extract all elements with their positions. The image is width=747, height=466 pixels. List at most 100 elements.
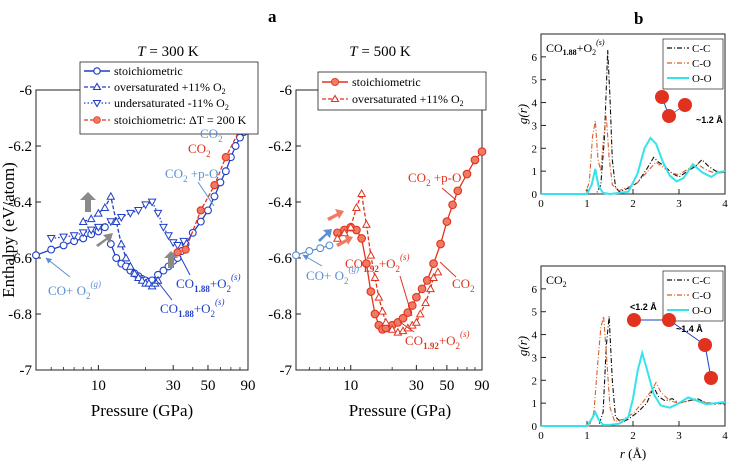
legend-box: [317, 71, 487, 111]
annotation-arrow: [153, 276, 173, 301]
legend-label: oversaturated +11% O2: [352, 92, 464, 108]
series-line: [541, 136, 726, 196]
x-tick-label: 50: [439, 378, 454, 394]
y-tick-label: 1: [532, 398, 538, 410]
data-point: [429, 272, 439, 281]
y-tick-label: 4: [532, 98, 538, 110]
legend-label: C-O: [692, 290, 711, 302]
data-point: [93, 223, 103, 232]
y-tick-label: -6.6: [268, 251, 292, 267]
data-point: [332, 233, 342, 242]
y-tick-label: -6: [280, 83, 293, 99]
legend-label: O-O: [692, 73, 712, 85]
data-point: [47, 245, 56, 254]
series-group: [541, 49, 726, 196]
annotation-co2-red: CO2: [188, 141, 211, 159]
bond-length-note: <1.2 Å: [630, 302, 657, 312]
legend-entry: stoichiometric: [322, 75, 421, 89]
legend-marker: [92, 99, 102, 108]
data-point: [362, 259, 371, 268]
data-point: [433, 267, 443, 276]
data-point: [78, 216, 88, 225]
data-point: [86, 226, 96, 235]
legend-box: [662, 270, 724, 322]
data-point: [141, 201, 151, 210]
x-axis-label: Pressure (GPa): [349, 401, 451, 420]
data-point: [477, 147, 487, 156]
annotation-arrow: [197, 181, 215, 207]
data-point: [370, 272, 380, 281]
y-tick-label: -6: [20, 83, 33, 99]
data-point: [305, 247, 314, 255]
y-axis-label: Enthalpy (eV/atom): [0, 162, 18, 298]
y-tick-label: -6.6: [8, 251, 32, 267]
data-point: [164, 232, 173, 241]
molecule-o2-inset: ~1.2 Å: [655, 90, 723, 125]
oxygen-atom-icon: [655, 90, 669, 104]
data-point: [111, 216, 121, 225]
x-axis-label: r (Å): [620, 446, 646, 461]
y-tick-label: 0: [532, 421, 538, 433]
data-point: [412, 292, 421, 302]
data-point: [403, 308, 413, 317]
y-tick-label: 4: [532, 330, 538, 342]
y-tick-label: 2: [532, 143, 538, 155]
annotation-co188-a: CO1.88+O2(s): [176, 272, 241, 294]
transition-arrow-icon: [96, 233, 113, 247]
y-tick-label: -6.8: [8, 307, 32, 323]
data-point: [106, 240, 115, 248]
y-tick-label: 3: [532, 352, 538, 364]
series-group: [32, 122, 252, 290]
data-point: [133, 207, 143, 216]
x-tick-label: 90: [475, 378, 490, 394]
panel-label: CO1.88+O2(s): [546, 38, 605, 57]
data-point: [147, 198, 157, 207]
data-point: [86, 214, 96, 223]
panel-label: CO2: [546, 273, 567, 289]
x-tick-label: 2: [630, 198, 636, 210]
legend: C-C C-O O-O: [662, 270, 724, 322]
oxygen-atom-icon: [662, 313, 676, 327]
legend-entry: stoichiometric: ΔT = 200 K: [84, 113, 247, 127]
data-point: [196, 217, 205, 226]
x-tick-label: 30: [166, 378, 181, 394]
y-tick-label: -7: [280, 363, 293, 379]
legend-entry: undersaturated -11% O2: [84, 96, 229, 112]
data-point: [421, 298, 431, 307]
data-point: [173, 242, 183, 251]
x-tick-label: 0: [538, 430, 544, 442]
data-point: [426, 284, 435, 293]
data-point: [125, 209, 135, 218]
annotation-arrow: [399, 321, 415, 333]
data-point: [316, 244, 325, 253]
data-point: [181, 245, 190, 254]
data-point: [411, 317, 421, 326]
data-point: [116, 214, 126, 223]
data-point: [59, 233, 69, 242]
molecule-chain-inset: <1.2 Å ~1.4 Å: [627, 302, 718, 385]
axis-ticks: 0 1 2 3 4 0 1 2 3 4 5 6: [532, 33, 728, 210]
series-line: [295, 244, 330, 256]
x-tick-label: 4: [722, 430, 728, 442]
legend-label: C-C: [692, 275, 710, 287]
x-tick-label: 1: [584, 198, 590, 210]
data-point: [100, 202, 110, 211]
annotation-arrow: [439, 261, 457, 278]
data-point: [351, 202, 361, 211]
data-point: [112, 254, 121, 262]
legend-box: [79, 61, 259, 135]
data-point: [196, 206, 205, 215]
x-tick-label: 2: [630, 430, 636, 442]
oxygen-atom-icon: [704, 371, 718, 385]
legend: stoichiometric oversaturated +11% O2 und…: [79, 61, 259, 135]
y-tick-label: 5: [532, 75, 538, 87]
data-point: [292, 251, 300, 260]
data-point: [130, 268, 139, 277]
x-tick-label: 10: [343, 378, 358, 394]
legend-entry: stoichiometric: [84, 64, 183, 78]
series-group: [541, 316, 726, 427]
series-line: [541, 49, 726, 195]
y-tick-label: 1: [532, 166, 538, 178]
